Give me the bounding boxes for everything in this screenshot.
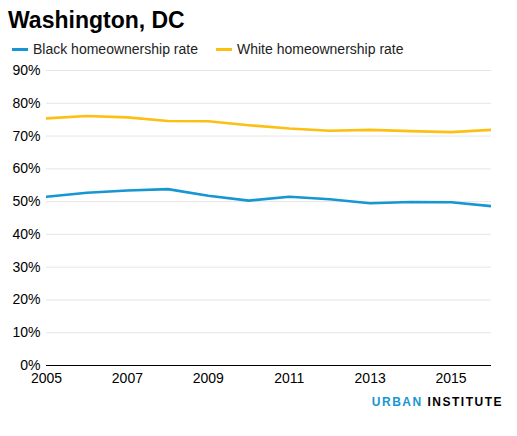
svg-text:0%: 0% [20,357,41,373]
html-text:Black homeownership rate: Black homeownership rate [33,41,198,57]
svg-text:2013: 2013 [355,370,386,386]
svg-text:40%: 40% [12,226,40,242]
svg-text:2007: 2007 [112,370,143,386]
svg-text:70%: 70% [12,128,40,144]
svg-text:30%: 30% [12,259,40,275]
svg-text:60%: 60% [12,160,40,176]
svg-text:2009: 2009 [193,370,224,386]
svg-text:50%: 50% [12,193,40,209]
svg-text:2015: 2015 [435,370,466,386]
svg-text:10%: 10% [12,324,40,340]
html-text:URBAN INSTITUTE: URBAN INSTITUTE [371,395,503,409]
svg-text:2011: 2011 [274,370,304,386]
svg-text:90%: 90% [12,62,40,78]
html-text:Washington, DC: Washington, DC [8,7,185,33]
svg-text:2005: 2005 [31,370,62,386]
html-text:White homeownership rate: White homeownership rate [237,41,404,57]
svg-text:20%: 20% [12,291,40,307]
svg-text:80%: 80% [12,95,40,111]
